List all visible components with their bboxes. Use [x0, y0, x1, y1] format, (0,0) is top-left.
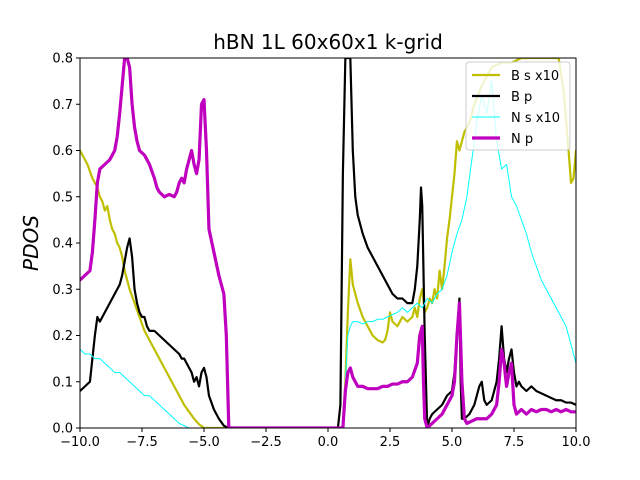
- y-tick-label: 0.8: [52, 52, 73, 67]
- x-tick-label: −5.0: [188, 435, 220, 450]
- y-tick-label: 0.3: [52, 283, 73, 298]
- y-axis-label: PDOS: [19, 215, 43, 271]
- legend: B s x10 B p N s x10 N p: [465, 61, 571, 151]
- x-axis: −10.0 −7.5 −5.0 −2.5 0.0 2.5 5.0 7.5 10.0: [60, 428, 590, 450]
- x-tick-label: −2.5: [250, 435, 282, 450]
- x-tick-label: 10.0: [562, 435, 591, 450]
- x-tick-label: −10.0: [60, 435, 100, 450]
- series-line-1: [80, 58, 576, 428]
- y-tick-label: 0.0: [52, 422, 73, 437]
- legend-label-3: N p: [511, 132, 533, 147]
- y-tick-label: 0.7: [52, 98, 73, 113]
- x-tick-label: 7.5: [504, 435, 525, 450]
- y-tick-label: 0.5: [52, 190, 73, 205]
- legend-box: [465, 61, 571, 151]
- legend-label-2: N s x10: [511, 111, 560, 126]
- y-tick-label: 0.2: [52, 329, 73, 344]
- series-line-2: [80, 80, 576, 428]
- y-tick-label: 0.1: [52, 375, 73, 390]
- series-line-3: [80, 58, 576, 428]
- y-tick-label: 0.4: [52, 237, 73, 252]
- x-tick-label: 2.5: [380, 435, 401, 450]
- x-tick-label: 5.0: [442, 435, 463, 450]
- legend-label-1: B p: [511, 90, 532, 105]
- x-tick-label: −7.5: [126, 435, 158, 450]
- y-tick-label: 0.6: [52, 144, 73, 159]
- legend-label-0: B s x10: [511, 69, 559, 84]
- y-axis: 0.0 0.1 0.2 0.3 0.4 0.5 0.6 0.7 0.8: [52, 52, 80, 437]
- x-tick-label: 0.0: [318, 435, 339, 450]
- chart-title: hBN 1L 60x60x1 k-grid: [213, 30, 443, 54]
